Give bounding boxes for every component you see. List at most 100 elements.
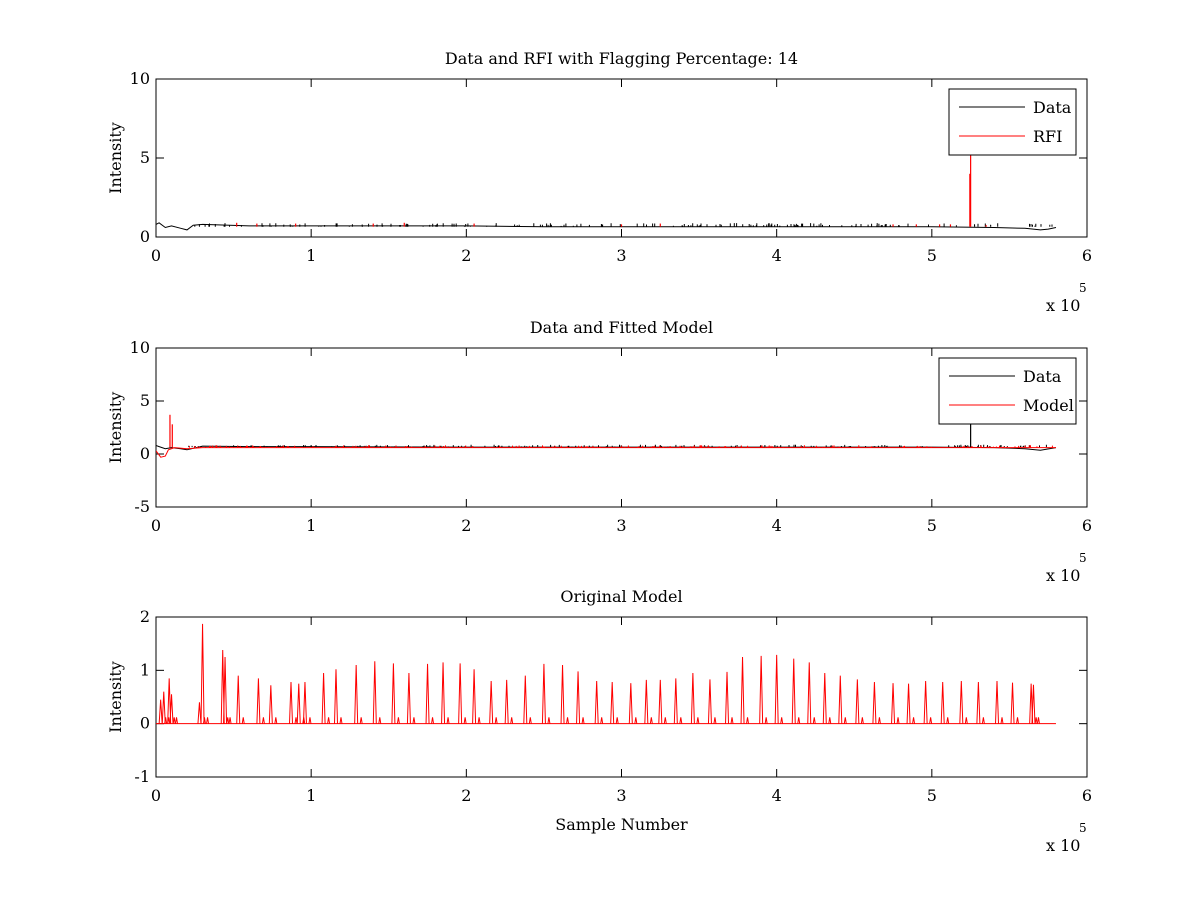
spike (644, 679, 649, 724)
spike (523, 675, 528, 724)
y-tick-label: 5 (140, 391, 150, 410)
x-tick-label: 6 (1082, 246, 1092, 265)
x-tick-label: 2 (461, 516, 471, 535)
x-tick-label: 5 (927, 516, 937, 535)
spike-bump (946, 717, 950, 724)
x-tick-label: 6 (1082, 516, 1092, 535)
spike-bump (261, 717, 265, 724)
spike (236, 675, 241, 724)
spike (807, 662, 812, 724)
spike-bump (274, 717, 278, 724)
spike (167, 678, 172, 724)
spike-bump (327, 717, 331, 724)
spike-bump (843, 717, 847, 724)
spike-bump (378, 717, 382, 724)
legend-label-data: Data (1023, 367, 1062, 386)
legend-box (948, 88, 1077, 156)
spike-bump (600, 717, 604, 724)
spike (296, 683, 301, 724)
spike-bump (494, 717, 498, 724)
y-tick-label: 10 (130, 338, 150, 357)
spike (425, 663, 430, 724)
spike-bump (528, 717, 532, 724)
x-tick-label: 0 (151, 516, 161, 535)
spike (940, 682, 945, 724)
x-multiplier-exponent: 5 (1079, 821, 1087, 835)
spike (197, 702, 202, 724)
spike-bump (615, 717, 619, 724)
spike-bump (206, 717, 210, 724)
spike (959, 680, 964, 724)
x-tick-label: 4 (772, 786, 782, 805)
x-tick-label: 5 (927, 246, 937, 265)
spike (441, 662, 446, 724)
spike-bump (1034, 717, 1038, 724)
spike-bump (764, 717, 768, 724)
spike-bump (1016, 717, 1020, 724)
series-noise (189, 445, 1053, 448)
spike (302, 682, 307, 724)
x-tick-label: 5 (927, 786, 937, 805)
legend-label-model: Model (1023, 396, 1074, 415)
spike-bump (228, 717, 232, 724)
legend-label-data: Data (1033, 98, 1072, 117)
spike-bump (679, 717, 683, 724)
spike (610, 682, 615, 724)
y-tick-label: 1 (140, 660, 150, 679)
spike (872, 682, 877, 724)
x-tick-label: 3 (616, 246, 626, 265)
y-tick-label: 10 (130, 69, 150, 88)
spike (774, 654, 779, 724)
x-tick-label: 1 (306, 786, 316, 805)
series-data (156, 222, 1057, 231)
spike (822, 672, 827, 724)
x-multiplier-label: x 10 (1046, 296, 1080, 315)
x-axis-label: Sample Number (555, 815, 688, 834)
spike-bump (477, 717, 481, 724)
chart-panel-1: 0 1 2 3 4 5 6 0 5 10 Data and RFI with Flagging Pe… (106, 49, 1092, 315)
spike-bump (746, 717, 750, 724)
chart-title: Data and RFI with Flagging Percentage: 1… (445, 49, 798, 68)
series-line (156, 222, 1057, 231)
y-axis-label: Intensity (106, 122, 125, 194)
y-axis-label: Intensity (106, 661, 125, 733)
spike (169, 694, 174, 724)
y-tick-label: 5 (140, 148, 150, 167)
spike-bump (812, 717, 816, 724)
x-tick-label: 0 (151, 246, 161, 265)
spike (673, 678, 678, 724)
x-tick-label: 4 (772, 246, 782, 265)
spike (658, 679, 663, 724)
spike-bump (828, 717, 832, 724)
spike (1031, 684, 1036, 724)
spike-bump (446, 717, 450, 724)
spike-bump (308, 717, 312, 724)
spike-bump (797, 717, 801, 724)
y-tick-label: -5 (134, 497, 150, 516)
spike-bump (713, 717, 717, 724)
spike-bump (964, 717, 968, 724)
axes-box (155, 78, 1088, 238)
spike-bump (912, 717, 916, 724)
spike-bump (175, 717, 179, 724)
spike-bump (730, 717, 734, 724)
spike (161, 691, 166, 724)
spike (576, 671, 581, 724)
series-line (156, 447, 1056, 458)
spike-bump (431, 717, 435, 724)
spike (406, 672, 411, 724)
spike (321, 672, 326, 724)
spike-bump (359, 717, 363, 724)
spike-bump (510, 717, 514, 724)
x-tick-label: 1 (306, 246, 316, 265)
x-multiplier-exponent: 5 (1079, 281, 1087, 295)
spike (372, 661, 377, 724)
plot-area (156, 153, 1057, 231)
spike-bump (929, 717, 933, 724)
spike (489, 680, 494, 724)
chart-title: Original Model (560, 587, 682, 606)
axes-box (155, 616, 1088, 778)
spike (560, 664, 565, 724)
